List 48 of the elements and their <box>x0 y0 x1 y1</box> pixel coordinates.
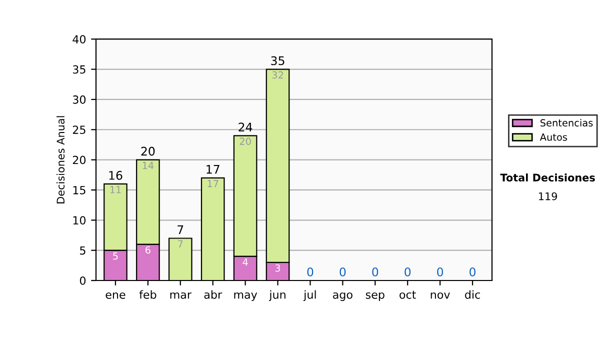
data-label: 20 <box>240 138 251 145</box>
y-tick-label: 0 <box>80 276 86 285</box>
data-label: 3 <box>275 264 280 272</box>
total-label: 17 <box>206 165 220 174</box>
x-tick-label: dic <box>465 290 480 299</box>
data-label: 32 <box>272 71 283 79</box>
total-label: 0 <box>340 267 346 276</box>
total-label: 0 <box>372 267 378 276</box>
x-tick-label: jun <box>268 290 286 301</box>
legend-label: Autos <box>540 134 568 141</box>
x-tick-label: feb <box>139 290 156 299</box>
y-tick-label: 15 <box>73 186 86 194</box>
total-label: 16 <box>109 170 122 180</box>
x-tick-label: mar <box>170 292 192 299</box>
data-label: 14 <box>142 162 154 169</box>
y-tick-label: 10 <box>73 216 86 225</box>
y-tick-label: 25 <box>72 126 86 134</box>
y-tick-label: 30 <box>72 95 86 104</box>
total-label: 0 <box>470 267 476 276</box>
y-axis-title: Decisiones Anual <box>56 116 65 204</box>
y-tick-label: 40 <box>72 35 86 44</box>
y-tick-label: 20 <box>72 156 86 164</box>
data-label: 17 <box>208 180 218 188</box>
x-tick-label: nov <box>430 292 450 299</box>
total-label: 7 <box>178 225 184 234</box>
x-tick-label: abr <box>204 290 222 299</box>
x-tick-label: may <box>234 292 258 301</box>
text: Total Decisiones <box>500 173 595 182</box>
x-tick-label: ago <box>333 292 352 301</box>
x-tick-label: sep <box>366 292 384 301</box>
text: 119 <box>539 192 558 200</box>
total-label: 35 <box>271 56 284 66</box>
data-label: 6 <box>146 246 150 254</box>
legend-label: Sentencias <box>540 118 593 127</box>
data-label: 7 <box>178 240 183 248</box>
total-label: 0 <box>307 267 314 276</box>
data-label: 5 <box>113 252 118 260</box>
data-label: 11 <box>110 186 121 194</box>
total-label: 24 <box>238 122 252 132</box>
x-tick-label: oct <box>400 290 416 299</box>
total-label: 0 <box>404 267 411 276</box>
y-tick-label: 5 <box>80 246 86 255</box>
y-tick-label: 35 <box>72 65 86 74</box>
total-label: 20 <box>141 146 155 156</box>
total-label: 0 <box>437 267 444 276</box>
x-tick-label: jul <box>303 290 316 301</box>
x-tick-label: ene <box>106 292 126 299</box>
data-label: 4 <box>242 258 248 266</box>
